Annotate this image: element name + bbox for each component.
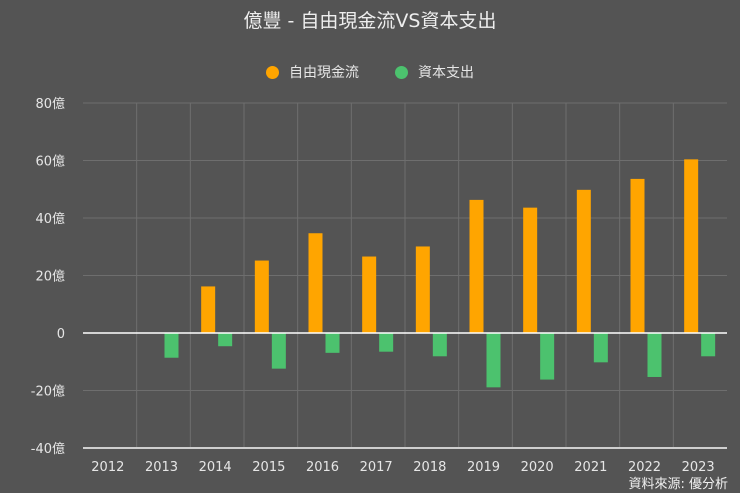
x-tick-label: 2018 xyxy=(413,460,446,475)
bar-fcf xyxy=(362,256,377,333)
x-tick-label: 2022 xyxy=(628,460,661,475)
bar-fcf xyxy=(684,159,699,333)
legend-item-fcf[interactable]: 自由現金流 xyxy=(266,62,359,82)
y-tick-label: 80億 xyxy=(35,96,65,112)
y-tick-label: -20億 xyxy=(31,384,65,400)
x-tick-label: 2013 xyxy=(145,460,178,475)
x-tick-label: 2012 xyxy=(91,460,124,475)
x-tick-label: 2014 xyxy=(199,460,232,475)
legend-marker-capex xyxy=(395,65,408,79)
bar-fcf xyxy=(469,199,484,333)
source-note: 資料來源: 優分析 xyxy=(628,477,728,492)
x-tick-label: 2021 xyxy=(574,460,607,475)
x-tick-label: 2016 xyxy=(306,460,339,475)
y-tick-label: -40億 xyxy=(31,441,65,457)
x-tick-label: 2020 xyxy=(521,460,554,475)
bar-capex xyxy=(325,333,340,353)
x-tick-label: 2015 xyxy=(252,460,285,475)
legend-item-capex[interactable]: 資本支出 xyxy=(395,62,474,82)
legend-label-fcf: 自由現金流 xyxy=(289,65,359,81)
y-tick-label: 20億 xyxy=(35,269,65,285)
y-tick-label: 60億 xyxy=(35,154,65,170)
legend-label-capex: 資本支出 xyxy=(418,65,474,81)
legend: 自由現金流 資本支出 xyxy=(0,62,740,82)
bar-capex xyxy=(486,333,501,388)
bar-fcf xyxy=(630,178,645,333)
x-tick-label: 2019 xyxy=(467,460,500,475)
bar-capex xyxy=(593,333,608,363)
legend-marker-fcf xyxy=(266,65,279,79)
chart-title: 億豐 - 自由現金流VS資本支出 xyxy=(243,10,497,32)
bar-capex xyxy=(218,333,233,347)
y-tick-label: 40億 xyxy=(35,211,65,227)
bar-capex xyxy=(701,333,716,357)
bar-capex xyxy=(271,333,286,369)
bar-fcf xyxy=(523,207,538,333)
bar-fcf xyxy=(308,233,323,333)
bar-capex xyxy=(432,333,447,357)
bar-capex xyxy=(540,333,555,380)
bar-fcf xyxy=(254,260,269,333)
x-tick-label: 2023 xyxy=(682,460,715,475)
bar-fcf xyxy=(576,189,591,333)
bar-fcf xyxy=(415,246,430,333)
bar-fcf xyxy=(201,286,216,333)
bar-capex xyxy=(647,333,662,377)
y-tick-label: 0 xyxy=(57,327,65,342)
bar-capex xyxy=(379,333,394,352)
bar-capex xyxy=(164,333,179,358)
x-tick-label: 2017 xyxy=(360,460,393,475)
